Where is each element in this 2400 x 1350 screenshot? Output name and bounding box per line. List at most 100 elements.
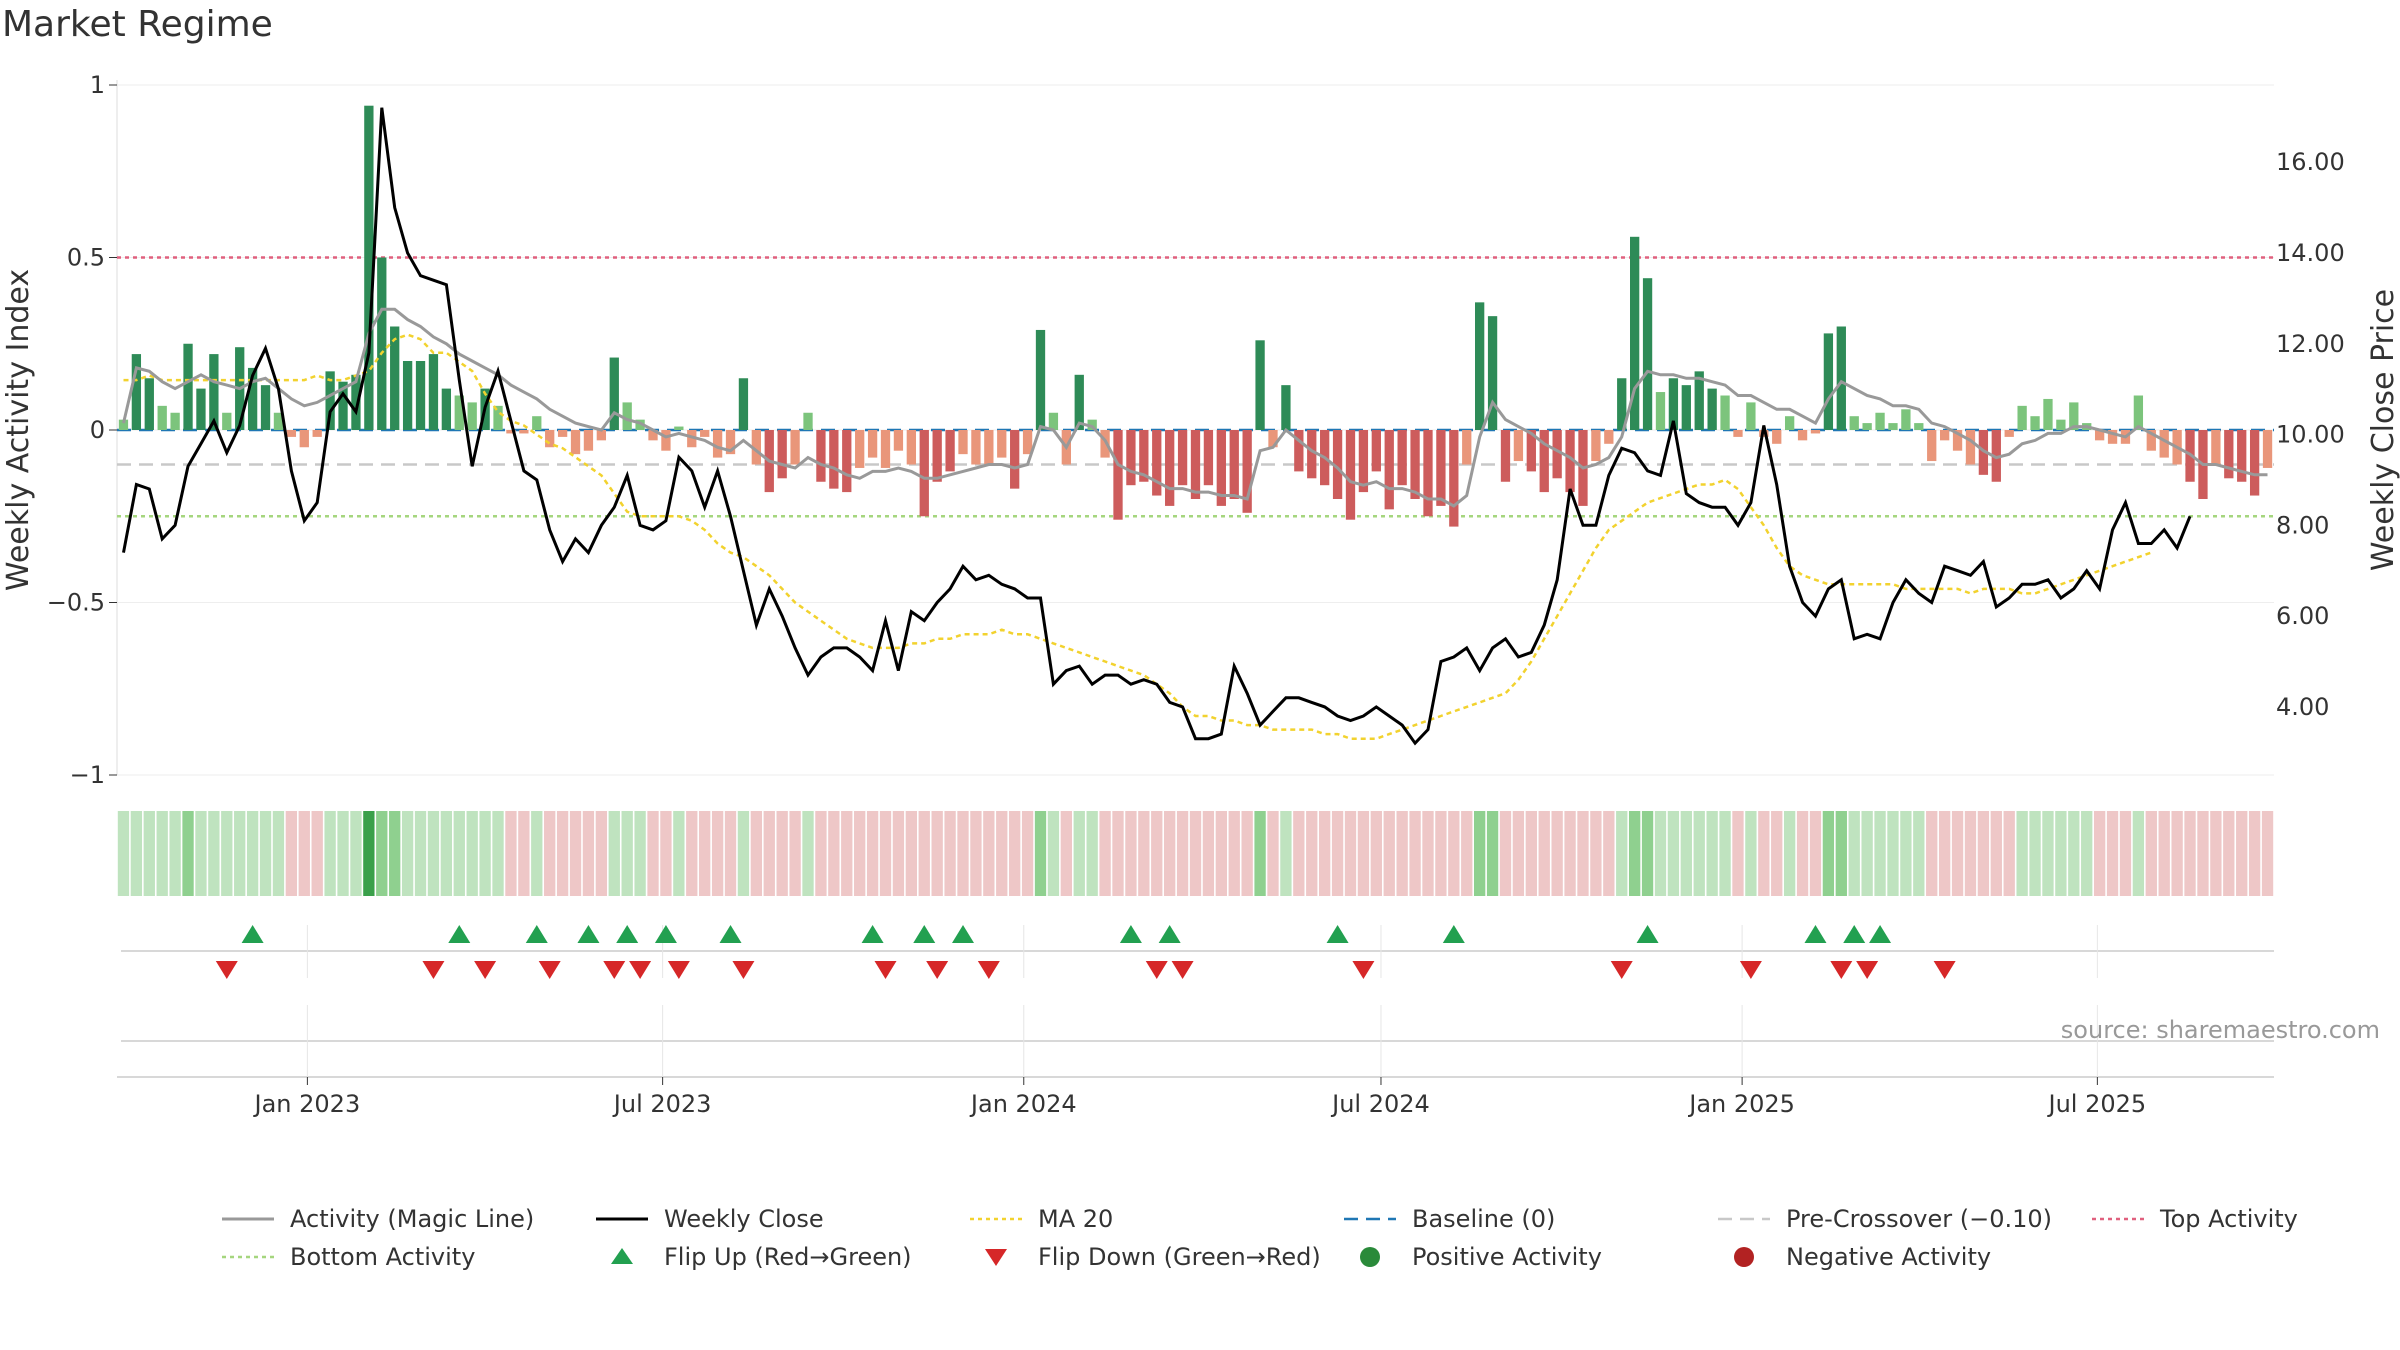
regime-cell xyxy=(556,811,569,896)
regime-cell xyxy=(2210,811,2222,896)
axis-ticks: 1 0.5 0 −0.5 −1 16.00 14.00 12.00 10.00 8.00 6.00 4… xyxy=(47,71,2345,1118)
regime-cell xyxy=(169,811,181,896)
activity-bar xyxy=(1797,430,1808,441)
activity-bar xyxy=(1126,430,1136,486)
regime-cell xyxy=(1577,811,1589,896)
regime-cell xyxy=(1835,811,1847,896)
activity-bar xyxy=(428,354,439,430)
activity-bar xyxy=(1875,412,1885,430)
flip-down-marker xyxy=(732,961,755,979)
activity-bar xyxy=(1087,419,1097,430)
activity-bar xyxy=(1617,378,1627,430)
legend-item: Baseline (0) xyxy=(1342,1205,1716,1233)
regime-cell xyxy=(789,811,801,896)
activity-bar xyxy=(1823,333,1834,430)
activity-bar xyxy=(1772,430,1782,444)
flip-down-marker xyxy=(1856,961,1879,979)
flip-up-marker xyxy=(861,925,884,943)
activity-bar xyxy=(312,430,322,437)
activity-bar xyxy=(829,430,839,489)
activity-bar xyxy=(557,430,568,437)
activity-bar xyxy=(1694,371,1704,430)
flip-up-marker xyxy=(719,925,742,943)
activity-bar xyxy=(674,426,684,430)
regime-cell xyxy=(505,811,517,896)
legend-label: Flip Down (Green→Red) xyxy=(1038,1243,1321,1271)
flip-up-marker xyxy=(913,925,936,943)
regime-cell xyxy=(1680,811,1692,896)
regime-cell xyxy=(2081,811,2093,896)
regime-cell xyxy=(1512,811,1525,896)
regime-cell xyxy=(1034,811,1047,896)
regime-cell xyxy=(2236,811,2248,896)
activity-bar xyxy=(596,430,607,441)
regime-cell xyxy=(918,811,930,896)
activity-bar xyxy=(1397,430,1407,486)
regime-cell xyxy=(466,811,478,896)
activity-bar xyxy=(919,430,929,517)
activity-bar xyxy=(2211,430,2221,465)
regime-cell xyxy=(1331,811,1344,896)
activity-bar xyxy=(1500,430,1511,482)
regime-cell xyxy=(970,811,982,896)
activity-bar xyxy=(196,388,206,430)
activity-bar xyxy=(390,326,400,430)
activity-bar xyxy=(170,412,180,430)
regime-cell xyxy=(2132,811,2145,896)
regime-cell xyxy=(595,811,608,896)
regime-cell xyxy=(608,811,620,896)
regime-cell xyxy=(1215,811,1227,896)
regime-cell xyxy=(879,811,892,896)
activity-bar xyxy=(1952,430,1963,451)
activity-bar xyxy=(1371,430,1381,472)
flip-down-marker xyxy=(1830,961,1853,979)
regime-cell xyxy=(156,811,168,896)
x-tick-label: Jan 2023 xyxy=(253,1090,361,1118)
legend-swatch-icon xyxy=(611,1248,633,1264)
legend-swatch-icon xyxy=(1718,1217,1770,1221)
regime-cell xyxy=(2093,811,2106,896)
activity-bar xyxy=(738,378,749,430)
activity-bar xyxy=(2056,419,2066,430)
series-lines xyxy=(122,107,2268,746)
activity-bar xyxy=(157,405,167,430)
regime-cell xyxy=(285,811,298,896)
regime-cell xyxy=(1151,811,1163,896)
regime-cell xyxy=(2223,811,2235,896)
flip-up-marker xyxy=(1869,925,1892,943)
activity-bar xyxy=(997,430,1007,458)
flip-markers xyxy=(215,925,1956,979)
flip-up-marker xyxy=(1843,925,1866,943)
activity-bar xyxy=(1203,430,1214,486)
regime-cell xyxy=(414,811,427,896)
regime-cell xyxy=(259,811,272,896)
regime-cell xyxy=(905,811,918,896)
flip-down-marker xyxy=(1739,961,1762,979)
regime-cell xyxy=(544,811,556,896)
regime-cell xyxy=(737,811,750,896)
regime-cell xyxy=(1616,811,1628,896)
activity-bar xyxy=(855,430,865,468)
x-tick-label: Jul 2024 xyxy=(1330,1090,1430,1118)
magic-line xyxy=(122,307,2268,508)
activity-bar xyxy=(1849,416,1859,430)
regime-cell xyxy=(1396,811,1408,896)
activity-bar xyxy=(2069,402,2079,430)
activity-bar xyxy=(1436,430,1446,506)
regime-cell xyxy=(957,811,969,896)
activity-bar xyxy=(338,381,348,430)
source-credit: source: sharemaestro.com xyxy=(2060,1016,2380,1044)
activity-bar xyxy=(286,430,297,437)
activity-bar xyxy=(1423,430,1433,517)
regime-cell xyxy=(582,811,595,896)
activity-bar xyxy=(1113,430,1123,520)
regime-cell xyxy=(350,811,362,896)
regime-cell xyxy=(234,811,246,896)
regime-cell xyxy=(866,811,879,896)
activity-bar xyxy=(1784,416,1795,430)
regime-cell xyxy=(1900,811,1912,896)
activity-bar xyxy=(1294,430,1304,472)
regime-cell xyxy=(2003,811,2015,896)
legend-swatch-icon xyxy=(1344,1217,1396,1221)
activity-bar xyxy=(1449,430,1459,527)
